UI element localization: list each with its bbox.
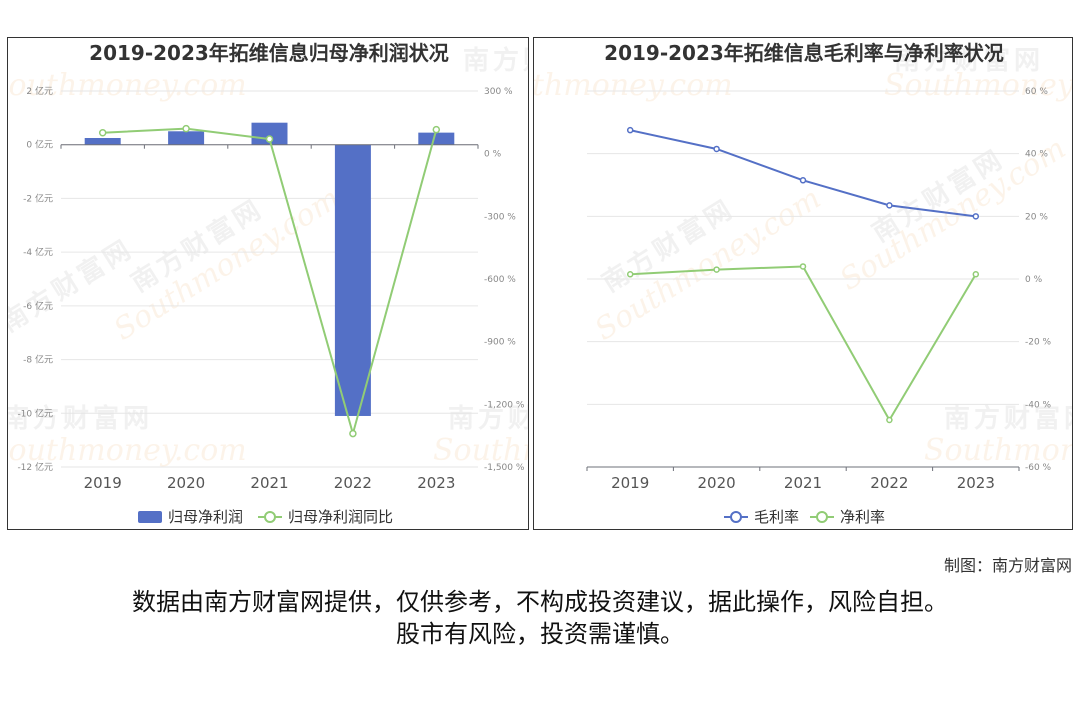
y-left-tick-label: -10 亿元 (17, 407, 53, 419)
point-net-margin-2020 (713, 266, 720, 273)
point-yoy-2019 (98, 129, 107, 137)
x-tick-label: 2021 (250, 474, 288, 492)
x-tick-label: 2022 (870, 474, 908, 492)
y-left-tick-label: 2 亿元 (26, 85, 53, 97)
net-profit-chart: 2019-2023年拓维信息归母净利润状况 2 亿元 0 亿元 -2 亿元 -4 亿元 -… (17, 41, 525, 526)
chart-margin-panel: 南方财富网 Southmoney.com 南方财富网 Southmoney.co… (533, 37, 1073, 530)
legend-swatch-marker (816, 511, 828, 523)
bar-net-profit-2020 (168, 131, 205, 145)
chart-title: 2019-2023年拓维信息归母净利润状况 (89, 41, 449, 65)
y-left-tick-label: 0 亿元 (26, 139, 53, 151)
line-gross-margin (629, 129, 976, 218)
point-gross-margin-2023 (972, 213, 980, 220)
margin-chart: 2019-2023年拓维信息毛利率与净利率状况 60 % 40 % 20 % 0 % -2… (586, 41, 1052, 526)
line-net-profit-yoy (102, 127, 438, 438)
legend-swatch-bar (138, 511, 162, 523)
y-right-tick-label: -300 % (484, 212, 516, 222)
point-yoy-2023 (432, 125, 441, 134)
bar-net-profit-2022 (334, 144, 371, 416)
point-net-margin-2019 (626, 271, 634, 278)
y-left-tick-label: -2 亿元 (23, 192, 53, 204)
point-gross-margin-2022 (886, 202, 893, 209)
x-tick-label: 2019 (611, 474, 649, 492)
line-net-margin (630, 265, 977, 422)
x-tick-label: 2019 (84, 474, 122, 492)
legend-label: 毛利率 (754, 508, 799, 526)
y-right-tick-label: 60 % (1025, 87, 1048, 97)
bar-net-profit-2019 (84, 138, 121, 145)
y-right-tick-label: 0 % (1025, 275, 1043, 285)
point-net-margin-2022 (886, 416, 893, 424)
legend-swatch-marker (264, 511, 276, 523)
x-tick-label: 2021 (784, 474, 822, 492)
y-right-tick-label: -60 % (1025, 463, 1052, 473)
x-tick-label: 2020 (167, 474, 205, 492)
y-right-tick-label: -40 % (1025, 400, 1052, 410)
bar-net-profit-2023 (418, 132, 455, 145)
y-right-tick-label: -1,500 % (484, 463, 525, 473)
bar-net-profit-2021 (251, 122, 288, 145)
point-gross-margin-2020 (713, 145, 720, 153)
legend-swatch-marker (730, 511, 742, 523)
x-tick-label: 2020 (698, 474, 736, 492)
point-gross-margin-2021 (799, 177, 807, 184)
point-yoy-2020 (182, 124, 190, 133)
legend-label: 净利率 (840, 508, 885, 526)
y-right-tick-label: 0 % (484, 150, 502, 160)
point-yoy-2021 (265, 135, 274, 143)
y-right-tick-label: 300 % (484, 87, 513, 97)
legend-label: 归母净利润 (168, 508, 243, 526)
y-right-tick-label: -20 % (1025, 338, 1052, 348)
y-right-tick-label: -600 % (484, 275, 516, 285)
legend-label: 归母净利润同比 (288, 508, 393, 526)
x-tick-label: 2023 (417, 474, 455, 492)
chart-title: 2019-2023年拓维信息毛利率与净利率状况 (604, 41, 1004, 65)
chart-source-caption: 制图：南方财富网 (943, 556, 1072, 575)
point-yoy-2022 (349, 429, 357, 438)
y-right-tick-label: -1,200 % (484, 400, 525, 410)
point-net-margin-2023 (972, 271, 980, 278)
disclaimer-line-1: 数据由南方财富网提供，仅供参考，不构成投资建议，据此操作，风险自担。 (132, 588, 948, 616)
chart-net-profit-panel: 南方财富网 Southmoney.com 南方财富网 Southmoney.co… (7, 37, 529, 530)
y-left-tick-label: -4 亿元 (23, 246, 53, 258)
y-right-tick-label: 20 % (1025, 212, 1048, 222)
x-tick-label: 2023 (957, 474, 995, 492)
x-tick-label: 2022 (334, 474, 372, 492)
y-left-tick-label: -12 亿元 (17, 461, 53, 473)
point-gross-margin-2019 (626, 126, 634, 134)
y-right-tick-label: -900 % (484, 338, 516, 348)
y-left-tick-label: -8 亿元 (23, 354, 53, 366)
disclaimer-line-2: 股市有风险，投资需谨慎。 (396, 620, 684, 648)
y-left-tick-label: -6 亿元 (23, 300, 53, 312)
point-net-margin-2021 (799, 263, 807, 270)
y-right-tick-label: 40 % (1025, 150, 1048, 160)
